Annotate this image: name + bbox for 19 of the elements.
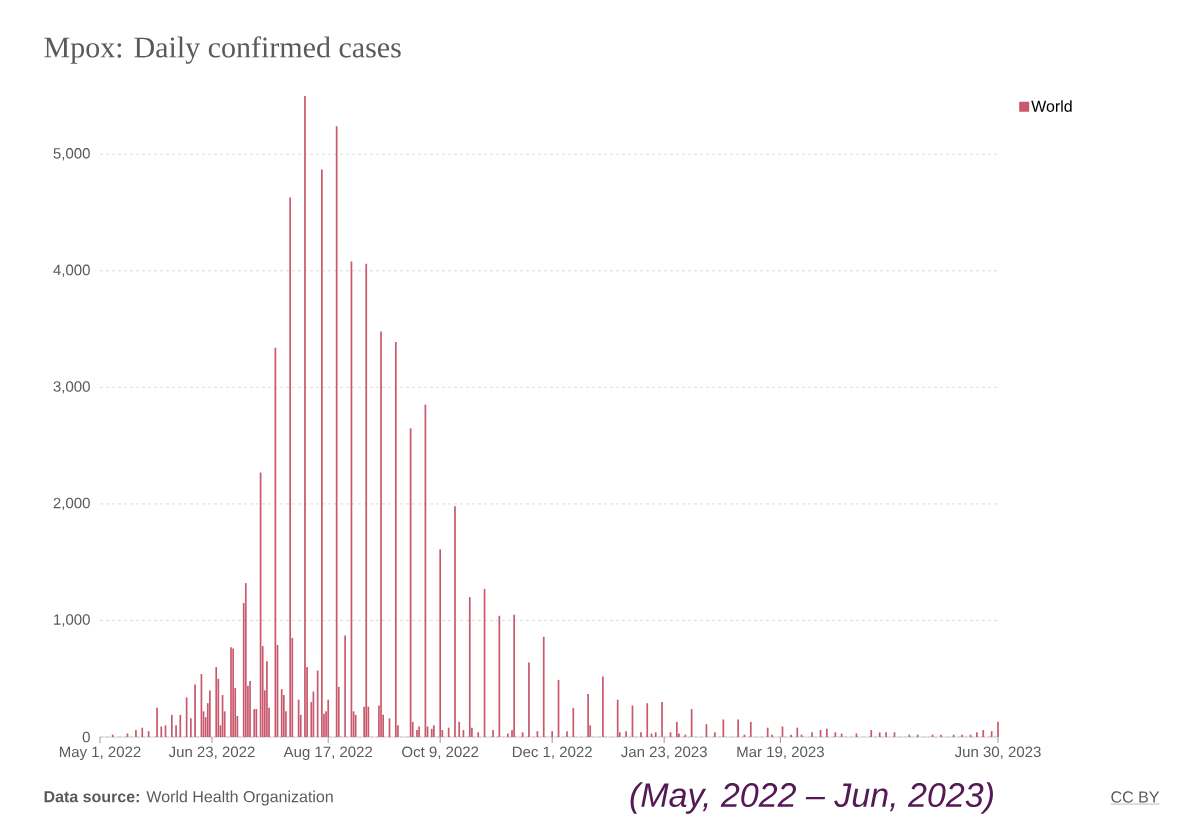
x-tick-label: Jun 30, 2023: [954, 746, 1041, 759]
text: Data source: World Health Organization: [44, 790, 333, 806]
x-tick-label: Jun 23, 2022: [168, 746, 255, 759]
x-tick-label: Mar 19, 2023: [737, 746, 824, 759]
legend-label: World: [1031, 100, 1072, 112]
x-tick-label: Oct 9, 2022: [402, 746, 479, 759]
chart-title: Mpox: Daily confirmed cases: [44, 36, 401, 64]
x-tick-label: May 1, 2022: [59, 746, 141, 761]
text: (May, 2022 – Jun, 2023): [630, 782, 993, 814]
x-tick-label: Dec 1, 2022: [512, 746, 592, 759]
y-tick-label: 2,000: [53, 497, 90, 511]
x-tick-label: Jan 23, 2023: [621, 746, 707, 759]
y-tick-label: 0: [82, 731, 90, 743]
y-tick-label: 1,000: [54, 614, 90, 627]
y-tick-label: 4,000: [53, 264, 90, 278]
y-tick-label: 5,000: [53, 148, 90, 161]
y-tick-label: 3,000: [53, 381, 90, 394]
text: CC BY: [1111, 791, 1160, 803]
x-tick-label: Aug 17, 2022: [283, 746, 373, 761]
